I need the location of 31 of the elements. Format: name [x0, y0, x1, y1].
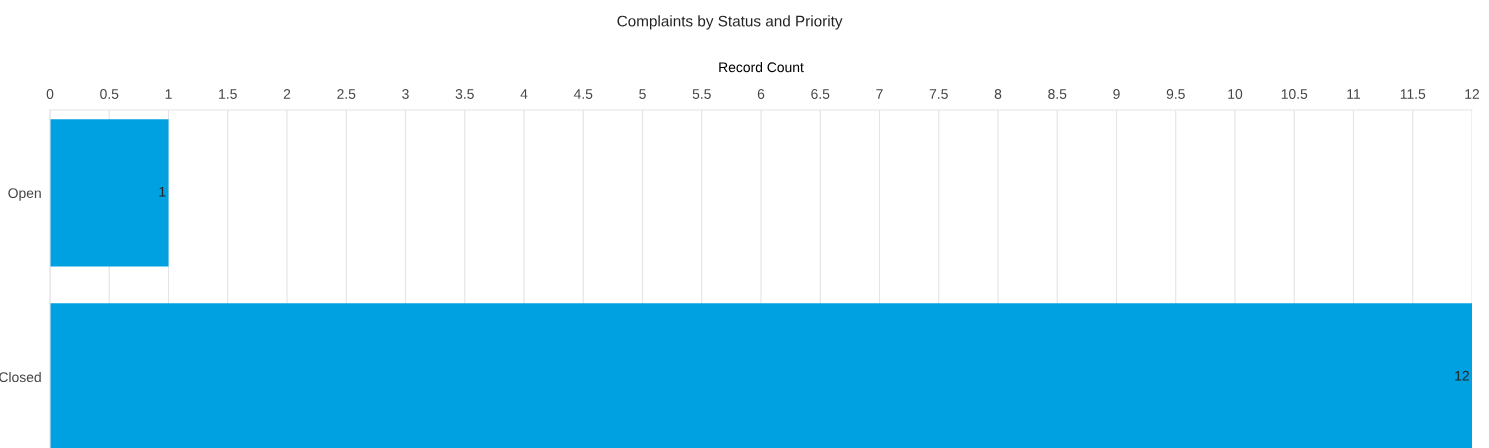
x-tick-label: 1.5	[219, 89, 237, 99]
x-tick-label: 9	[1113, 89, 1120, 99]
x-tick-label: 6	[757, 89, 765, 99]
x-tick-label: 0	[46, 89, 54, 99]
x-tick-label: 3	[402, 89, 409, 99]
x-tick-label: 11.5	[1400, 89, 1426, 99]
y-tick-label: Open	[8, 188, 41, 201]
x-tick-label: 9.5	[1166, 89, 1185, 99]
x-tick-label: 8	[994, 89, 1002, 99]
x-tick-label: 2	[283, 89, 291, 99]
x-tick-label: 10.5	[1281, 89, 1308, 99]
x-tick-label: 6.5	[811, 89, 830, 99]
x-tick-label: 4.5	[573, 89, 593, 99]
chart-title: Complaints by Status and Priority	[617, 15, 843, 30]
x-tick-label: 10	[1228, 89, 1243, 99]
x-tick-label: 2.5	[337, 89, 356, 99]
y-tick-label: Closed	[0, 371, 41, 383]
x-tick-label: 8.5	[1048, 89, 1067, 99]
x-tick-label: 5	[639, 89, 646, 99]
x-tick-label: 12	[1465, 89, 1480, 99]
x-tick-label: 5.5	[692, 89, 711, 99]
x-tick-label: 3.5	[455, 89, 474, 99]
data-label: 12	[1455, 370, 1469, 381]
x-tick-label: 11	[1347, 89, 1361, 99]
x-tick-label: 7	[876, 89, 883, 99]
x-tick-label: 1	[165, 89, 172, 99]
x-tick-label: 7.5	[929, 89, 948, 99]
x-axis-title: Record Count	[719, 61, 804, 73]
x-tick-label: 4	[520, 89, 528, 99]
x-tick-label: 0.5	[100, 89, 119, 99]
data-label: 1	[159, 186, 166, 197]
